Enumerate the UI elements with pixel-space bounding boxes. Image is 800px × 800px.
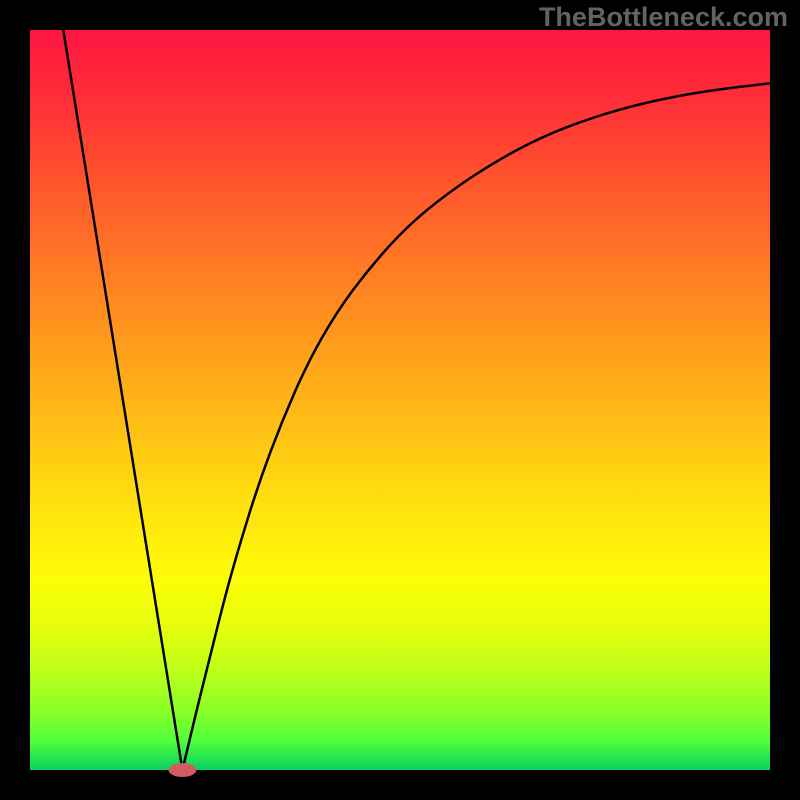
bottleneck-marker [168,763,196,777]
chart-container: { "watermark": { "text": "TheBottleneck.… [0,0,800,800]
chart-svg: TheBottleneck.com [0,0,800,800]
watermark-text: TheBottleneck.com [539,2,788,32]
plot-area-gradient [30,30,770,770]
